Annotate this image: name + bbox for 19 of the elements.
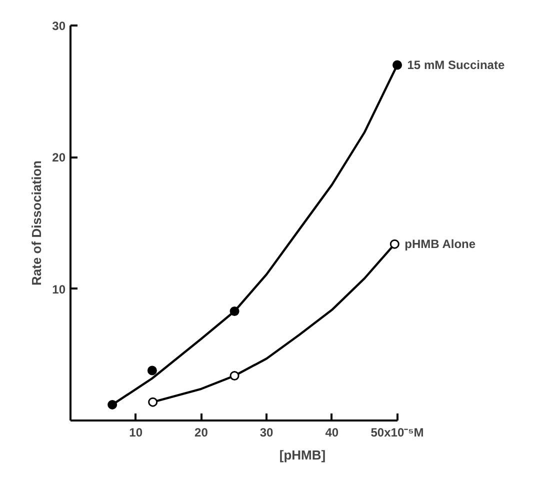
point (108, 400, 118, 410)
y-tick-label: 10 (52, 282, 66, 296)
x-tick-label: 10 (129, 426, 143, 440)
y-tick-label: 30 (52, 19, 66, 33)
point (390, 239, 400, 249)
point (392, 60, 402, 70)
x-tick-label: 20 (194, 426, 208, 440)
x-tick-label: 40 (325, 426, 339, 440)
point (148, 397, 158, 407)
point (230, 370, 240, 380)
x-tick-label: 30 (260, 426, 274, 440)
point (147, 366, 157, 376)
series-label: 15 mM Succinate (407, 58, 505, 72)
x-tick-label: 50x10⁻⁵M (370, 426, 424, 440)
point (230, 306, 240, 316)
series-label: pHMB Alone (404, 237, 476, 252)
x-axis-title: [pHMB] (279, 448, 326, 462)
y-axis-title: Rate of Dissociation (29, 160, 44, 286)
y-tick-label: 20 (52, 150, 66, 165)
